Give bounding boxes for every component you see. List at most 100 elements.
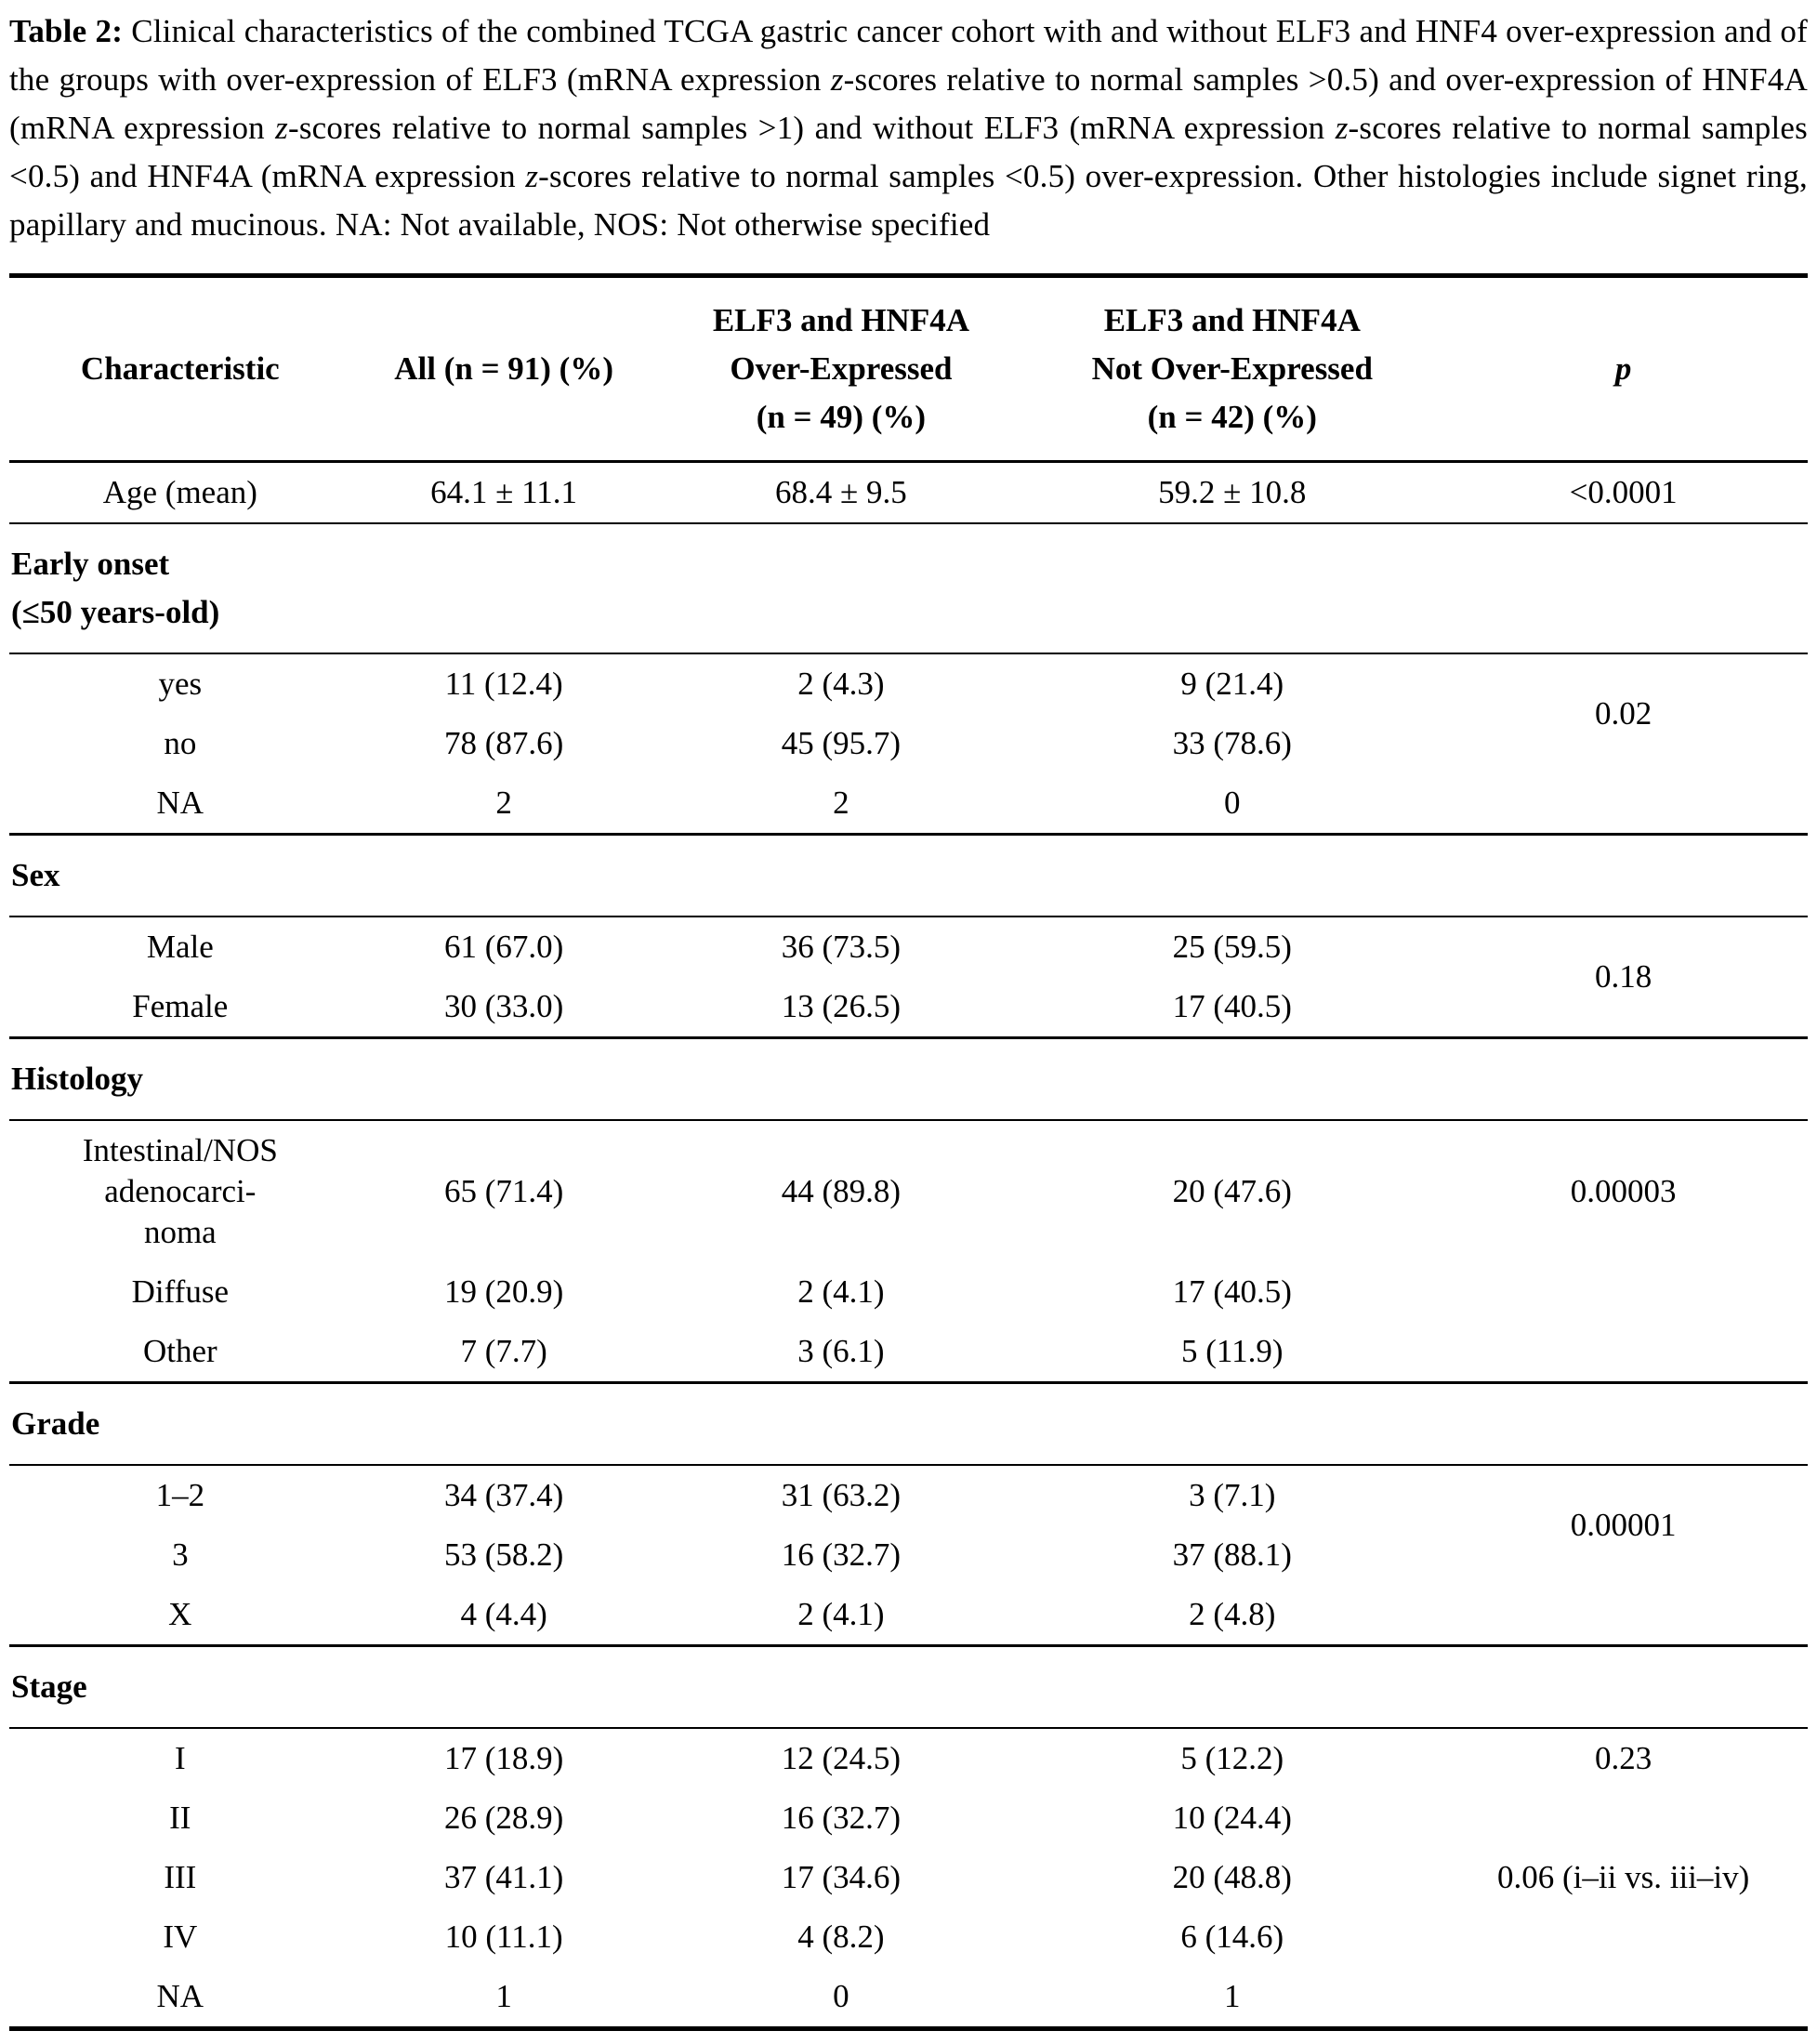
header-not-over-expressed-line: Not Over-Expressed bbox=[1091, 350, 1373, 387]
value-cell: 25 (59.5) bbox=[1172, 929, 1292, 965]
value-cell: 33 (78.6) bbox=[1172, 725, 1292, 761]
header-not-over-expressed: ELF3 and HNF4A Not Over-Expressed (n = 4… bbox=[1025, 276, 1439, 462]
value-cell: 10 (24.4) bbox=[1172, 1800, 1292, 1836]
row-label: 3 bbox=[172, 1536, 189, 1573]
caption-text-run: -scores relative to normal samples <0.5)… bbox=[9, 110, 1808, 194]
value-cell: 7 (7.7) bbox=[460, 1333, 547, 1369]
p-value-cell: 0.06 (i–ii vs. iii–iv) bbox=[1497, 1859, 1750, 1895]
value-cell: 17 (34.6) bbox=[781, 1859, 902, 1895]
clinical-characteristics-table: Characteristic All (n = 91) (%) ELF3 and… bbox=[9, 273, 1808, 2031]
value-cell: 2 (4.8) bbox=[1189, 1596, 1276, 1632]
header-characteristic: Characteristic bbox=[80, 350, 280, 387]
p-value-cell-empty bbox=[1439, 1262, 1808, 1322]
value-cell: 2 (4.1) bbox=[797, 1273, 885, 1310]
row-label: yes bbox=[158, 666, 203, 702]
table-row: X 4 (4.4) 2 (4.1) 2 (4.8) bbox=[9, 1585, 1808, 1646]
row-label: III bbox=[164, 1859, 197, 1895]
value-cell: 65 (71.4) bbox=[443, 1173, 564, 1209]
row-label: 1–2 bbox=[155, 1477, 205, 1513]
value-cell: 31 (63.2) bbox=[781, 1477, 902, 1513]
value-cell: 13 (26.5) bbox=[781, 988, 902, 1024]
p-value-cell: 0.00001 bbox=[1570, 1507, 1677, 1543]
p-value-cell: 0.02 bbox=[1595, 695, 1652, 732]
value-cell: 0 bbox=[833, 1978, 849, 2014]
row-label: Male bbox=[146, 929, 214, 965]
header-not-over-expressed-line: (n = 42) (%) bbox=[1147, 399, 1317, 435]
value-cell: 0 bbox=[1224, 785, 1241, 821]
caption-z-italic: z bbox=[830, 61, 844, 98]
section-label-line: Early onset bbox=[11, 546, 170, 582]
value-cell: 78 (87.6) bbox=[443, 725, 564, 761]
section-label-line: Grade bbox=[11, 1405, 100, 1442]
p-value-cell: <0.0001 bbox=[1569, 474, 1678, 510]
value-cell: 30 (33.0) bbox=[443, 988, 564, 1024]
section-label: Sex bbox=[9, 835, 1808, 917]
section-label: Stage bbox=[9, 1646, 1808, 1729]
caption-text-run: -scores relative to normal samples >0.5)… bbox=[9, 61, 1808, 146]
caption-text-run: -scores relative to normal samples >1) a… bbox=[288, 110, 1336, 146]
row-label: Diffuse bbox=[131, 1273, 229, 1310]
header-p-value: p bbox=[1614, 350, 1632, 387]
section-label: Grade bbox=[9, 1383, 1808, 1466]
table-row: II 26 (28.9) 16 (32.7) 10 (24.4) bbox=[9, 1788, 1808, 1848]
table-row: IV 10 (11.1) 4 (8.2) 6 (14.6) bbox=[9, 1907, 1808, 1967]
row-label-line: Intestinal/NOS bbox=[82, 1132, 278, 1168]
caption-z-italic: z bbox=[1335, 110, 1349, 146]
value-cell: 11 (12.4) bbox=[444, 666, 563, 702]
value-cell: 45 (95.7) bbox=[781, 725, 902, 761]
value-cell: 20 (48.8) bbox=[1172, 1859, 1292, 1895]
row-label: II bbox=[169, 1800, 191, 1836]
table-row: NA 2 2 0 bbox=[9, 773, 1808, 835]
table-row: no 78 (87.6) 45 (95.7) 33 (78.6) bbox=[9, 714, 1808, 773]
p-value-cell: 0.18 bbox=[1595, 958, 1652, 995]
section-label-line: Stage bbox=[11, 1668, 87, 1705]
age-row: Age (mean) 64.1 ± 11.1 68.4 ± 9.5 59.2 ±… bbox=[9, 462, 1808, 523]
value-cell: 64.1 ± 11.1 bbox=[430, 474, 578, 510]
value-cell: 26 (28.9) bbox=[443, 1800, 564, 1836]
section-label-line: Sex bbox=[11, 857, 60, 893]
caption-z-italic: z bbox=[525, 158, 539, 194]
section-label-line: (≤50 years-old) bbox=[11, 594, 220, 630]
table-row: Female 30 (33.0) 13 (26.5) 17 (40.5) bbox=[9, 977, 1808, 1038]
value-cell: 44 (89.8) bbox=[781, 1173, 902, 1209]
p-value-cell-empty bbox=[1439, 1967, 1808, 2029]
value-cell: 3 (7.1) bbox=[1189, 1477, 1276, 1513]
header-over-expressed-line: ELF3 and HNF4A bbox=[712, 302, 969, 338]
table-row: yes 11 (12.4) 2 (4.3) 9 (21.4) 0.02 bbox=[9, 653, 1808, 732]
value-cell: 36 (73.5) bbox=[781, 929, 902, 965]
value-cell: 3 (6.1) bbox=[797, 1333, 885, 1369]
value-cell: 20 (47.6) bbox=[1172, 1173, 1292, 1209]
p-value-cell-empty bbox=[1439, 1907, 1808, 1967]
table-row: Intestinal/NOS adenocarci- noma 65 (71.4… bbox=[9, 1120, 1808, 1262]
value-cell: 34 (37.4) bbox=[443, 1477, 564, 1513]
section-header-row-early-onset: Early onset (≤50 years-old) bbox=[9, 523, 1808, 653]
value-cell: 17 (40.5) bbox=[1172, 988, 1292, 1024]
value-cell: 61 (67.0) bbox=[443, 929, 564, 965]
value-cell: 68.4 ± 9.5 bbox=[775, 474, 907, 510]
value-cell: 2 (4.1) bbox=[797, 1596, 885, 1632]
value-cell: 9 (21.4) bbox=[1180, 666, 1284, 702]
value-cell: 5 (11.9) bbox=[1181, 1333, 1284, 1369]
row-label: NA bbox=[156, 1978, 204, 2014]
value-cell: 37 (41.1) bbox=[443, 1859, 564, 1895]
section-header-row-grade: Grade bbox=[9, 1383, 1808, 1466]
section-label: Histology bbox=[9, 1038, 1808, 1121]
row-label: IV bbox=[163, 1919, 198, 1955]
value-cell: 2 bbox=[833, 785, 849, 821]
value-cell: 1 bbox=[495, 1978, 512, 2014]
header-not-over-expressed-line: ELF3 and HNF4A bbox=[1103, 302, 1361, 338]
caption-text-run: Clinical characteristics of the combined… bbox=[9, 13, 1808, 98]
row-label-line: noma bbox=[143, 1214, 217, 1250]
value-cell: 16 (32.7) bbox=[781, 1536, 902, 1573]
caption-text-run: -scores relative to normal samples <0.5)… bbox=[9, 158, 1808, 243]
section-label-line: Histology bbox=[11, 1061, 143, 1097]
row-label: Age (mean) bbox=[102, 474, 257, 510]
p-value-cell: 0.00003 bbox=[1570, 1173, 1677, 1209]
p-value-cell-empty bbox=[1439, 1585, 1808, 1646]
row-label: X bbox=[168, 1596, 192, 1632]
caption-z-italic: z bbox=[275, 110, 288, 146]
value-cell: 12 (24.5) bbox=[781, 1740, 902, 1776]
value-cell: 19 (20.9) bbox=[443, 1273, 564, 1310]
value-cell: 4 (8.2) bbox=[797, 1919, 885, 1955]
p-value-cell-empty bbox=[1439, 1322, 1808, 1383]
